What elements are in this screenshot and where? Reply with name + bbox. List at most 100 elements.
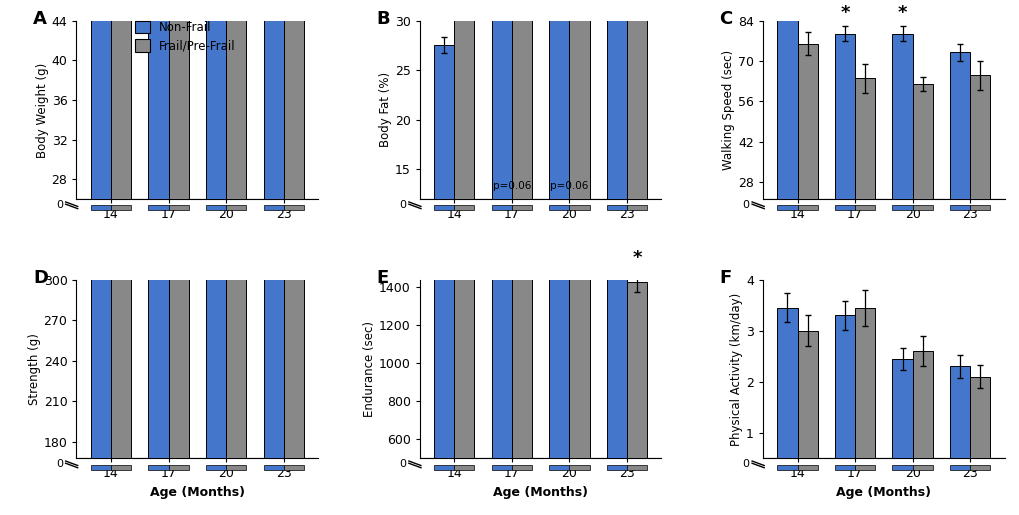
- Bar: [491, 205, 512, 211]
- Bar: [969, 75, 989, 199]
- Bar: [283, 0, 304, 199]
- Bar: [776, 308, 797, 458]
- Text: 0: 0: [399, 459, 406, 469]
- Bar: [548, 1, 569, 199]
- Bar: [776, 465, 797, 470]
- Y-axis label: Strength (g): Strength (g): [28, 333, 41, 405]
- Text: 0: 0: [399, 200, 406, 210]
- Bar: [91, 123, 111, 458]
- Bar: [776, 0, 797, 199]
- Bar: [263, 131, 283, 458]
- Bar: [491, 0, 512, 199]
- Bar: [548, 465, 569, 470]
- Bar: [149, 133, 168, 458]
- Bar: [491, 465, 512, 470]
- Bar: [206, 129, 226, 458]
- Bar: [949, 465, 969, 470]
- Bar: [434, 45, 453, 199]
- X-axis label: Age (Months): Age (Months): [150, 486, 245, 499]
- Bar: [206, 205, 226, 211]
- Bar: [226, 127, 246, 458]
- Text: p=0.06: p=0.06: [492, 181, 531, 191]
- Bar: [206, 465, 226, 470]
- Bar: [111, 0, 131, 199]
- Text: 0: 0: [742, 200, 749, 210]
- Bar: [797, 465, 817, 470]
- Bar: [606, 0, 627, 199]
- Bar: [627, 282, 646, 458]
- Text: D: D: [33, 269, 48, 287]
- Bar: [111, 465, 131, 470]
- X-axis label: Age (Months): Age (Months): [492, 486, 588, 499]
- Bar: [627, 0, 646, 199]
- Bar: [949, 367, 969, 458]
- Bar: [912, 84, 931, 199]
- Legend: Non-Frail, Frail/Pre-Frail: Non-Frail, Frail/Pre-Frail: [130, 16, 240, 57]
- Bar: [912, 465, 931, 470]
- Bar: [263, 0, 283, 199]
- Bar: [453, 465, 474, 470]
- Bar: [569, 230, 589, 458]
- Text: 0: 0: [56, 200, 63, 210]
- Bar: [91, 0, 111, 199]
- Bar: [627, 205, 646, 211]
- Bar: [453, 0, 474, 199]
- Bar: [168, 465, 189, 470]
- Bar: [548, 203, 569, 458]
- Bar: [512, 205, 532, 211]
- Bar: [835, 465, 854, 470]
- Bar: [797, 205, 817, 211]
- Bar: [854, 308, 874, 458]
- Bar: [283, 151, 304, 458]
- Bar: [854, 205, 874, 211]
- Bar: [797, 44, 817, 199]
- Y-axis label: Body Fat (%): Body Fat (%): [379, 73, 391, 147]
- Bar: [263, 205, 283, 211]
- Bar: [168, 127, 189, 458]
- Bar: [206, 0, 226, 199]
- Bar: [854, 78, 874, 199]
- Bar: [91, 205, 111, 211]
- Bar: [226, 465, 246, 470]
- Bar: [263, 465, 283, 470]
- Text: *: *: [632, 249, 641, 267]
- Y-axis label: Physical Activity (km/day): Physical Activity (km/day): [730, 293, 743, 445]
- Bar: [835, 205, 854, 211]
- Y-axis label: Endurance (sec): Endurance (sec): [363, 321, 376, 417]
- Bar: [168, 0, 189, 199]
- Bar: [569, 205, 589, 211]
- Bar: [111, 136, 131, 458]
- Bar: [283, 205, 304, 211]
- Bar: [491, 201, 512, 458]
- Bar: [149, 0, 168, 199]
- Bar: [797, 331, 817, 458]
- Text: *: *: [897, 4, 907, 22]
- Bar: [168, 205, 189, 211]
- X-axis label: Age (Months): Age (Months): [836, 486, 930, 499]
- Bar: [912, 351, 931, 458]
- Bar: [854, 465, 874, 470]
- Bar: [91, 465, 111, 470]
- Bar: [969, 465, 989, 470]
- Bar: [627, 465, 646, 470]
- Text: p=0.06: p=0.06: [549, 181, 588, 192]
- Bar: [835, 315, 854, 458]
- Text: F: F: [718, 269, 731, 287]
- Bar: [912, 205, 931, 211]
- Bar: [453, 240, 474, 458]
- Bar: [606, 247, 627, 458]
- Bar: [892, 359, 912, 458]
- Bar: [149, 205, 168, 211]
- Bar: [892, 205, 912, 211]
- Bar: [512, 0, 532, 199]
- Bar: [606, 465, 627, 470]
- Bar: [226, 0, 246, 199]
- Text: *: *: [840, 4, 849, 22]
- Bar: [776, 205, 797, 211]
- Text: A: A: [33, 10, 47, 28]
- Bar: [949, 53, 969, 199]
- Text: 0: 0: [742, 459, 749, 469]
- Bar: [569, 465, 589, 470]
- Bar: [969, 205, 989, 211]
- Text: C: C: [718, 10, 732, 28]
